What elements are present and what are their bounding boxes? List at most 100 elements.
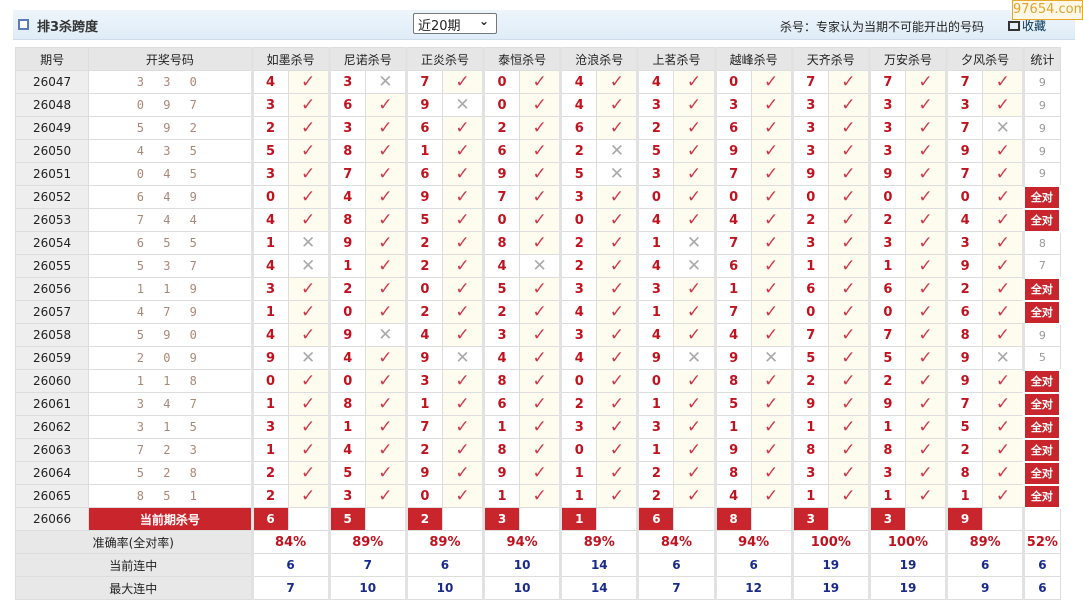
summary-row: 当前连中 6 7 6 10 14 6 6 19 19 6 6 [15, 553, 1061, 577]
table-row: 26058 5 9 0 4 ✓ 9 ✕ 4 ✓ 3 ✓ 3 ✓ 4 ✓ 4 ✓ 7 ✓ 7 ✓ 8 ✓ 9 [14, 323, 1061, 347]
kill-number: 5 [327, 461, 366, 485]
summary-stat: 6 [1022, 576, 1061, 600]
summary-value: 100% [867, 530, 948, 554]
check-icon: ✓ [750, 231, 793, 255]
favorite-link[interactable]: 收藏 [1008, 17, 1046, 34]
check-icon: ✓ [287, 300, 330, 324]
kill-number: 7 [713, 162, 752, 186]
summary-stat: 52% [1022, 530, 1061, 554]
current-kill-number: 8 [713, 507, 752, 531]
summary-value: 19 [790, 553, 870, 577]
kill-number: 2 [636, 484, 675, 508]
summary-value: 94% [713, 530, 793, 554]
issue-cell: 26048 [14, 93, 90, 117]
summary-value: 84% [636, 530, 716, 554]
issue-cell: 26059 [14, 346, 90, 370]
check-icon: ✓ [904, 231, 948, 255]
kill-number: 3 [559, 415, 598, 439]
check-icon: ✓ [596, 323, 639, 347]
summary-row: 准确率(全对率) 84% 89% 89% 94% 89% 84% 94% 100% 100% 89%… [15, 530, 1061, 554]
stat-cell: 9 [1022, 93, 1061, 117]
kill-number: 2 [559, 139, 598, 163]
kill-number: 6 [945, 300, 984, 324]
summary-value: 84% [250, 530, 330, 554]
header-expert: 夕风杀号 [945, 47, 1025, 71]
check-icon: ✓ [904, 93, 948, 117]
kill-number: 0 [636, 185, 675, 209]
check-icon: ✓ [750, 116, 793, 140]
kill-number: 4 [945, 208, 984, 232]
check-icon: ✓ [519, 346, 562, 370]
check-icon: ✓ [364, 300, 407, 324]
check-icon: ✓ [519, 392, 562, 416]
stat-cell: 8 [1022, 231, 1061, 255]
title-bar: 排3杀跨度 近20期 ⌄ 杀号：专家认为当期不可能开出的号码 收藏 [13, 10, 1075, 40]
kill-number: 8 [867, 438, 906, 462]
kill-number: 4 [482, 254, 521, 278]
kill-number: 9 [713, 346, 752, 370]
kill-number: 8 [327, 208, 366, 232]
period-select[interactable]: 近20期 ⌄ [413, 13, 497, 34]
check-icon: ✓ [364, 208, 407, 232]
draw-numbers: 3 4 7 [88, 392, 253, 416]
check-icon: ✓ [827, 484, 870, 508]
check-icon: ✓ [519, 323, 562, 347]
kill-number: 0 [636, 369, 675, 393]
cross-icon: ✕ [673, 231, 716, 255]
check-icon: ✓ [287, 93, 330, 117]
kill-number: 1 [636, 231, 675, 255]
kill-number: 1 [867, 254, 906, 278]
check-icon: ✓ [364, 415, 407, 439]
check-icon: ✓ [364, 254, 407, 278]
kill-number: 3 [327, 484, 366, 508]
kill-number: 6 [404, 116, 443, 140]
kill-number: 1 [945, 484, 984, 508]
check-icon: ✓ [519, 415, 562, 439]
draw-numbers: 5 2 8 [88, 461, 253, 485]
summary-label: 准确率(全对率) [15, 530, 253, 554]
kill-number: 4 [404, 323, 443, 347]
check-icon: ✓ [519, 369, 562, 393]
check-icon: ✓ [364, 116, 407, 140]
draw-numbers: 1 1 9 [88, 277, 253, 301]
kill-number: 4 [559, 300, 598, 324]
kill-number: 7 [790, 70, 829, 94]
kill-number: 9 [945, 139, 984, 163]
check-icon: ✓ [673, 70, 716, 94]
kill-number: 2 [867, 208, 906, 232]
stat-cell: 全对 [1022, 207, 1062, 233]
kill-number: 3 [945, 93, 984, 117]
check-icon: ✓ [904, 300, 948, 324]
kill-number: 8 [713, 461, 752, 485]
kill-number: 1 [404, 392, 443, 416]
check-icon: ✓ [673, 185, 716, 209]
summary-label: 当前连中 [15, 553, 253, 577]
check-icon: ✓ [441, 162, 485, 186]
check-icon: ✓ [596, 392, 639, 416]
check-icon: ✓ [519, 162, 562, 186]
checkbox-icon[interactable] [18, 19, 29, 30]
issue-cell: 26064 [14, 461, 90, 485]
kill-number: 1 [790, 415, 829, 439]
cross-icon: ✕ [673, 254, 716, 278]
kill-number: 5 [713, 392, 752, 416]
check-icon: ✓ [596, 484, 639, 508]
check-icon: ✓ [827, 369, 870, 393]
summary-value: 89% [945, 530, 1025, 554]
kill-number: 1 [636, 392, 675, 416]
table-row: 26060 1 1 8 0 ✓ 0 ✓ 3 ✓ 8 ✓ 0 ✓ 0 ✓ 8 ✓ 2 ✓ 2 ✓ 9 ✓ 全对 [14, 368, 1062, 394]
check-icon: ✓ [827, 323, 870, 347]
kill-number: 4 [250, 323, 289, 347]
check-icon: ✓ [827, 162, 870, 186]
check-icon: ✓ [750, 461, 793, 485]
kill-number: 2 [636, 461, 675, 485]
kill-number: 9 [713, 139, 752, 163]
check-icon: ✓ [673, 484, 716, 508]
kill-number: 4 [250, 254, 289, 278]
kill-number: 4 [250, 208, 289, 232]
check-icon: ✓ [673, 438, 716, 462]
check-icon: ✓ [519, 438, 562, 462]
check-icon: ✓ [287, 185, 330, 209]
favorite-label: 收藏 [1022, 19, 1047, 33]
draw-numbers: 8 5 1 [88, 484, 253, 508]
